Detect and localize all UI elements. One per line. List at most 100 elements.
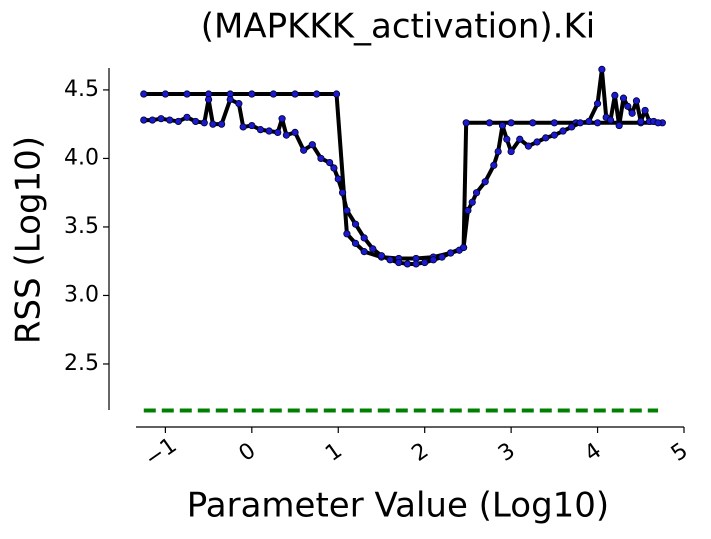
- point: [332, 90, 341, 98]
- x-tick-label: 5: [667, 438, 693, 467]
- point: [615, 121, 623, 130]
- point: [472, 189, 481, 197]
- point: [524, 142, 533, 150]
- point: [628, 109, 636, 117]
- point: [183, 90, 191, 98]
- x-tick-label: 4: [580, 438, 606, 467]
- point: [192, 117, 200, 126]
- point: [140, 90, 148, 98]
- point: [464, 206, 472, 215]
- point: [174, 117, 182, 126]
- point: [313, 90, 321, 98]
- point: [550, 131, 558, 139]
- point: [503, 135, 511, 143]
- point: [300, 146, 308, 154]
- point: [248, 90, 256, 98]
- point: [459, 243, 468, 252]
- point: [217, 120, 226, 128]
- y-tick-label: 3.0: [64, 282, 99, 307]
- point: [148, 116, 157, 124]
- point: [462, 119, 470, 127]
- point: [507, 147, 515, 156]
- point: [278, 115, 286, 123]
- point: [429, 256, 437, 264]
- point: [157, 115, 165, 123]
- point: [282, 131, 290, 139]
- point: [209, 120, 217, 128]
- point: [632, 97, 641, 105]
- point: [360, 234, 368, 242]
- point: [598, 65, 606, 73]
- point: [576, 119, 584, 127]
- point: [619, 94, 628, 102]
- point: [166, 116, 174, 124]
- x-axis-label: Parameter Value (Log10): [187, 486, 609, 526]
- point: [343, 206, 351, 215]
- point: [550, 119, 558, 127]
- point: [269, 90, 278, 98]
- point: [256, 126, 265, 134]
- point: [226, 95, 234, 104]
- point: [624, 102, 632, 110]
- point: [485, 119, 494, 127]
- y-tick-label: 2.5: [64, 351, 99, 376]
- point: [248, 121, 256, 130]
- point: [351, 220, 360, 228]
- point: [637, 117, 645, 126]
- x-tick-label: 2: [408, 438, 434, 467]
- point: [161, 90, 169, 98]
- point: [593, 100, 602, 108]
- point: [481, 178, 489, 186]
- point: [498, 121, 507, 130]
- point: [343, 230, 351, 238]
- point: [568, 123, 576, 131]
- point: [654, 119, 662, 127]
- series-line: [143, 67, 659, 266]
- point: [334, 175, 342, 183]
- y-tick-label: 4.0: [64, 145, 99, 170]
- point: [183, 113, 191, 121]
- point: [395, 258, 403, 267]
- point: [360, 248, 368, 256]
- point: [205, 95, 213, 104]
- point: [403, 260, 412, 268]
- x-tick-label: 3: [494, 438, 520, 467]
- point: [529, 119, 537, 127]
- point: [585, 117, 593, 126]
- point: [611, 91, 619, 100]
- x-tick-label: 0: [235, 438, 261, 467]
- point: [291, 90, 299, 98]
- y-axis-label: RSS (Log10): [9, 136, 49, 344]
- point: [351, 239, 360, 247]
- point: [235, 100, 243, 108]
- point: [593, 119, 602, 127]
- point: [421, 258, 429, 267]
- point: [559, 127, 567, 135]
- point: [468, 198, 476, 206]
- y-tick-label: 4.5: [64, 77, 99, 102]
- point: [386, 256, 394, 264]
- point: [641, 106, 649, 115]
- point: [377, 252, 386, 260]
- point: [239, 123, 247, 131]
- point: [542, 134, 550, 142]
- point: [412, 260, 420, 268]
- point: [369, 245, 377, 253]
- point: [317, 154, 325, 163]
- point: [200, 119, 208, 127]
- point: [326, 158, 334, 167]
- point: [438, 253, 446, 261]
- point: [330, 164, 338, 172]
- point: [338, 189, 347, 197]
- point: [265, 127, 273, 135]
- point: [606, 116, 615, 124]
- point: [140, 116, 148, 124]
- point: [447, 249, 455, 257]
- x-tick-label: −1: [141, 433, 182, 472]
- point: [516, 135, 524, 143]
- point: [494, 147, 502, 156]
- y-tick-label: 3.5: [64, 214, 99, 239]
- point: [291, 128, 299, 137]
- chart-title: (MAPKKK_activation).Ki: [201, 7, 595, 47]
